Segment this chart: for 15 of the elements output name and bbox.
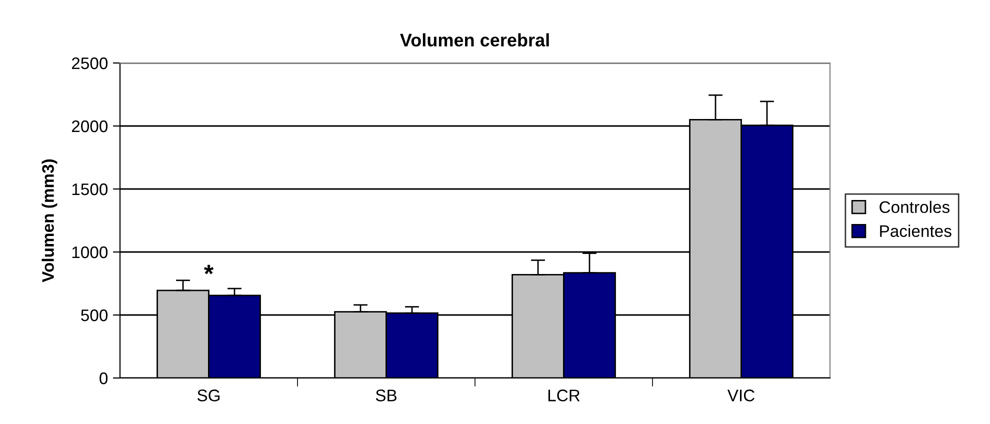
y-tick-label: 2500 xyxy=(72,57,108,70)
y-tick-label: 1000 xyxy=(72,246,108,258)
x-tick-label: SG xyxy=(197,390,220,402)
x-tick-label: LCR xyxy=(548,390,580,402)
y-axis-title: Volumen (mm3) xyxy=(42,159,58,282)
legend-label: Controles xyxy=(880,200,950,214)
x-tick-label: SB xyxy=(376,390,396,402)
y-tick-label: 2000 xyxy=(72,120,108,132)
annotation: * xyxy=(204,264,214,274)
y-tick-label: 500 xyxy=(81,309,108,322)
y-tick-label: 1500 xyxy=(72,183,108,196)
y-tick-label: 0 xyxy=(100,372,108,384)
chart-title: Volumen cerebral xyxy=(400,33,549,47)
legend-label: Pacientes xyxy=(880,224,952,237)
x-tick-label: VIC xyxy=(727,390,755,402)
